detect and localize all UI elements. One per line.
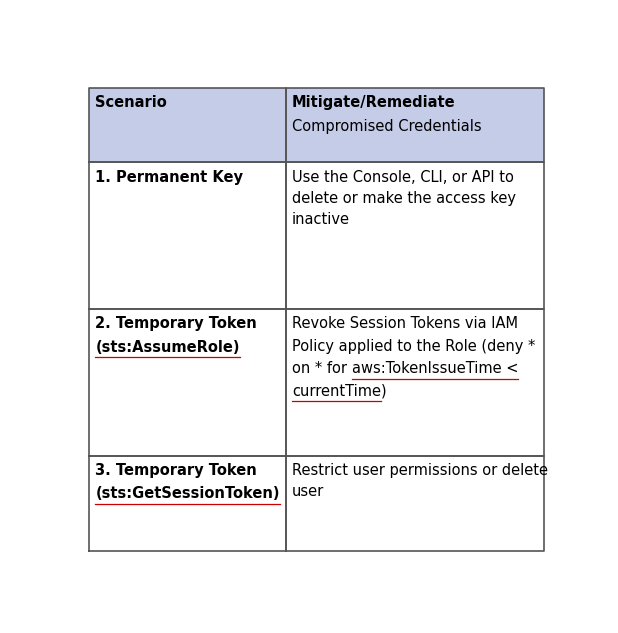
Text: 1. Permanent Key: 1. Permanent Key [95, 170, 243, 185]
Text: Revoke Session Tokens via IAM: Revoke Session Tokens via IAM [292, 316, 518, 331]
Text: on * for: on * for [292, 361, 352, 376]
Polygon shape [286, 88, 544, 162]
Text: 3. Temporary Token: 3. Temporary Token [95, 463, 257, 478]
Text: Policy applied to the Role (deny *: Policy applied to the Role (deny * [292, 339, 535, 354]
Text: (sts:GetSessionToken): (sts:GetSessionToken) [95, 486, 280, 501]
Text: Restrict user permissions or delete
user: Restrict user permissions or delete user [292, 463, 548, 499]
Text: 2. Temporary Token: 2. Temporary Token [95, 316, 257, 331]
Text: aws:TokenIssueTime <: aws:TokenIssueTime < [352, 361, 518, 376]
Text: Scenario: Scenario [95, 96, 167, 110]
Text: Mitigate/Remediate: Mitigate/Remediate [292, 96, 455, 110]
Text: ): ) [381, 384, 387, 399]
Text: Compromised Credentials: Compromised Credentials [292, 119, 481, 134]
Text: currentTime: currentTime [292, 384, 381, 399]
Text: Use the Console, CLI, or API to
delete or make the access key
inactive: Use the Console, CLI, or API to delete o… [292, 170, 516, 227]
Polygon shape [89, 88, 286, 162]
Text: (sts:AssumeRole): (sts:AssumeRole) [95, 340, 240, 354]
